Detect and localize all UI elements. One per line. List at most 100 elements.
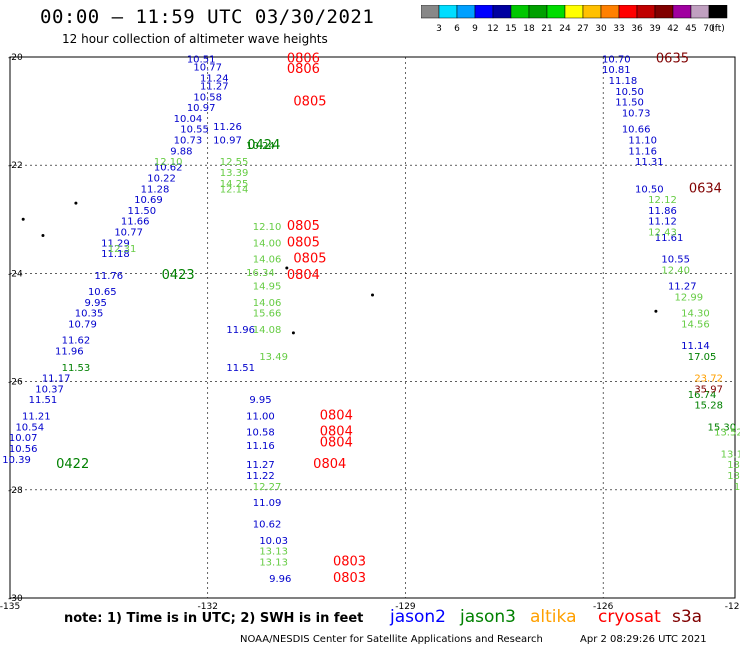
island-marker xyxy=(654,309,658,313)
island-marker xyxy=(74,201,78,205)
legend-s3a: s3a xyxy=(672,607,703,627)
wave-height-label: 15.30 xyxy=(707,422,736,433)
wave-height-label: 12.10 xyxy=(154,157,183,168)
wave-height-label: 11.96 xyxy=(55,347,84,358)
wave-height-label: 10.58 xyxy=(246,428,275,439)
wave-height-label: 12.40 xyxy=(661,265,690,276)
island-marker xyxy=(41,234,45,238)
colorbar-swatch xyxy=(708,5,728,19)
wave-height-label: 10.35 xyxy=(75,309,104,320)
colorbar-label: 18 xyxy=(523,24,535,34)
color-scale-legend: 3 6 9 12 15 18 21 24 27 30 33 36 39 42 45 70(ft) xyxy=(421,5,728,34)
wave-height-label: 14.56 xyxy=(681,320,710,331)
pass-time-label: 0806 xyxy=(287,62,320,77)
plot-frame xyxy=(9,56,736,599)
pass-time-label: 0805 xyxy=(293,95,326,110)
island-marker xyxy=(291,331,295,335)
wave-height-label: 10.81 xyxy=(602,65,631,76)
wave-height-label: 10.03 xyxy=(259,536,288,547)
colorbar-label: 12 xyxy=(487,24,498,34)
wave-height-label: 15.66 xyxy=(253,309,282,320)
colorbar-label: 45 xyxy=(685,24,696,34)
chart-title: 00:00 – 11:59 UTC 03/30/2021 xyxy=(40,6,375,28)
y-tick-label: -24 xyxy=(8,269,23,279)
wave-height-label: 10.50 xyxy=(615,87,644,98)
wave-height-label: 10.39 xyxy=(2,455,31,466)
pass-time-label: 0805 xyxy=(287,235,320,250)
wave-height-label: 11.28 xyxy=(141,184,170,195)
wave-height-label: 10.66 xyxy=(622,125,651,136)
wave-height-label: 11.17 xyxy=(42,374,71,385)
x-tick-label: -132 xyxy=(198,602,218,612)
wave-height-label: 14.30 xyxy=(681,309,710,320)
wave-height-label: 10.51 xyxy=(187,54,216,65)
wave-height-label: 14.06 xyxy=(253,298,282,309)
wave-height-label: 11.22 xyxy=(246,471,275,482)
x-tick-label: -124 xyxy=(725,602,740,612)
pass-time-label: 0423 xyxy=(162,268,195,283)
x-tick-label: -129 xyxy=(395,602,416,612)
wave-height-label: 10.62 xyxy=(154,163,183,174)
island-marker xyxy=(371,293,374,297)
pass-time-label: 0806 xyxy=(287,51,320,66)
wave-height-label: 11.96 xyxy=(226,325,255,336)
wave-height-label: 9.96 xyxy=(269,574,291,585)
wave-height-label: 11.16 xyxy=(246,441,275,452)
wave-height-label: 14.06 xyxy=(253,255,282,266)
wave-height-label: 11.86 xyxy=(648,206,677,217)
wave-height-label: 11.29 xyxy=(101,238,130,249)
wave-height-label: 13.13 xyxy=(259,547,288,558)
wave-height-label: 11.66 xyxy=(121,217,150,228)
wave-height-label: 11.51 xyxy=(29,395,58,406)
pass-time-label: 0424 xyxy=(247,138,280,153)
pass-time-label: 0805 xyxy=(287,219,320,234)
wave-height-label: 10.69 xyxy=(134,195,163,206)
wave-height-label: 11.53 xyxy=(62,363,91,374)
wave-height-label: 11.27 xyxy=(668,282,697,293)
wave-height-label: 10.62 xyxy=(253,520,282,531)
wave-height-label: 10.04 xyxy=(174,114,203,125)
wave-height-label: 15.28 xyxy=(694,401,723,412)
wave-height-label: 13.52 xyxy=(714,428,740,439)
wave-height-label: 10.58 xyxy=(193,92,222,103)
footer-note: note: 1) Time is in UTC; 2) SWH is in fe… xyxy=(64,611,364,626)
wave-height-label: 14.95 xyxy=(253,282,282,293)
colorbar-label: 6 xyxy=(454,24,460,34)
chart-subtitle: 12 hour collection of altimeter wave hei… xyxy=(62,32,328,46)
x-tick-label: -135 xyxy=(0,602,20,612)
credit-line: NOAA/NESDIS Center for Satellite Applica… xyxy=(240,634,543,645)
legend-cryosat: cryosat xyxy=(598,607,661,627)
wave-height-label: 11.18 xyxy=(609,76,638,87)
wave-height-label: 10.73 xyxy=(622,109,651,120)
wave-height-label: 16.74 xyxy=(688,390,717,401)
x-tick-label: -126 xyxy=(593,602,614,612)
wave-height-label: 11.31 xyxy=(635,157,664,168)
wave-height-label: 12.12 xyxy=(648,195,677,206)
wave-height-label: 12.55 xyxy=(220,157,249,168)
wave-height-label: 10.50 xyxy=(635,184,664,195)
wave-height-label: 10.79 xyxy=(68,320,97,331)
wave-height-label: 12.31 xyxy=(734,482,740,493)
wave-height-label: 14.08 xyxy=(253,325,282,336)
wave-height-label: 13.13 xyxy=(259,558,288,569)
wave-height-label: 11.27 xyxy=(200,81,229,92)
wave-height-label: 10.77 xyxy=(193,63,222,74)
wave-height-label: 11.18 xyxy=(101,249,130,260)
colorbar-label: 15 xyxy=(505,24,516,34)
pass-time-label: 0803 xyxy=(333,571,366,586)
wave-height-label: 23.72 xyxy=(694,374,723,385)
wave-height-label: 13.57 xyxy=(727,471,740,482)
wave-height-label: 11.10 xyxy=(628,136,657,147)
y-tick-label: -20 xyxy=(8,53,23,63)
pass-time-label: 0635 xyxy=(656,51,689,66)
pass-time-label: 0804 xyxy=(287,268,320,283)
wave-height-label: 11.09 xyxy=(253,498,282,509)
wave-height-label: 11.62 xyxy=(62,336,91,347)
wave-height-label: 12.27 xyxy=(253,482,282,493)
wave-height-label: 13.11 xyxy=(721,449,740,460)
legend-jason2: jason2 xyxy=(390,607,446,627)
island-marker xyxy=(21,217,25,221)
wave-height-label: 9.95 xyxy=(249,395,271,406)
y-tick-label: -28 xyxy=(8,486,23,496)
